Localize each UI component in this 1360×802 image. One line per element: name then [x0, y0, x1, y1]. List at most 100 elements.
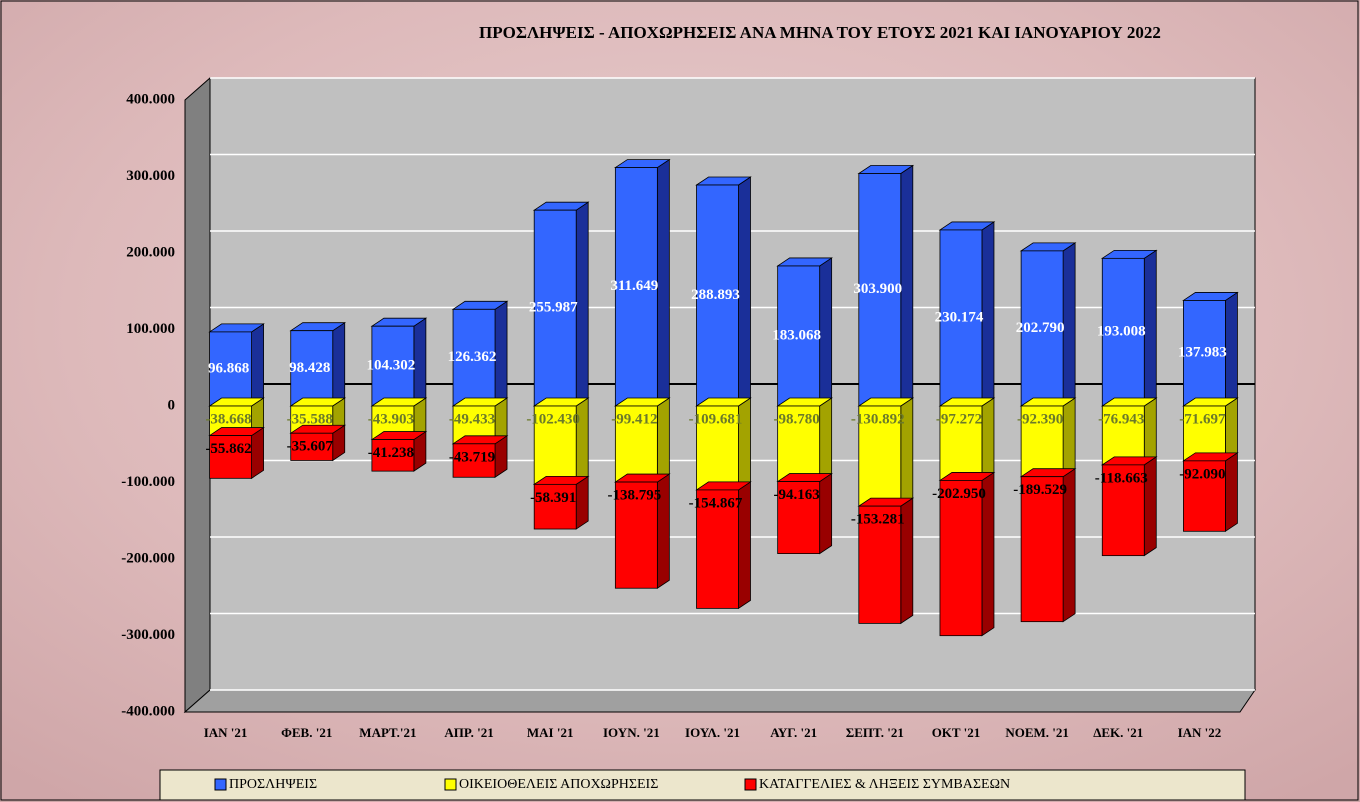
bar — [1101, 257, 1145, 407]
value-label: -118.663 — [1095, 470, 1148, 486]
bar — [858, 505, 902, 624]
value-label: -71.697 — [1179, 411, 1226, 427]
bar — [452, 308, 496, 407]
bar — [452, 443, 496, 478]
y-tick-label: -100.000 — [121, 474, 175, 490]
x-tick-label: ΙΟΥΛ. '21 — [685, 725, 740, 740]
bar-side — [981, 397, 995, 482]
value-label: 311.649 — [610, 278, 658, 294]
value-label: -76.943 — [1098, 411, 1144, 427]
x-tick-label: ΑΠΡ. '21 — [444, 725, 493, 740]
y-tick-label: 300.000 — [126, 168, 175, 184]
legend-swatch — [214, 778, 227, 791]
value-label: -98.780 — [774, 411, 820, 427]
bar — [696, 405, 739, 491]
bar — [1020, 250, 1064, 407]
bar — [939, 480, 983, 637]
x-tick-label: ΦΕΒ. '21 — [281, 725, 332, 740]
bar-side — [575, 475, 589, 530]
bar-side — [1062, 242, 1076, 407]
bar-side — [1225, 291, 1238, 407]
bar — [696, 489, 739, 609]
value-label: -102.430 — [526, 411, 580, 427]
y-tick-label: -200.000 — [121, 550, 175, 566]
x-tick-label: ΙΟΥΝ. '21 — [603, 725, 660, 740]
value-label: -130.892 — [851, 411, 905, 427]
bar — [858, 173, 902, 407]
chart-title: ΠΡΟΣΛΗΨΕΙΣ - ΑΠΟΧΩΡΗΣΕΙΣ ΑΝΑ ΜΗΝΑ ΤΟΥ ΕΤ… — [479, 23, 1161, 42]
bar-side — [900, 164, 914, 407]
value-label: 96.868 — [208, 360, 249, 376]
value-label: -35.588 — [287, 411, 333, 427]
bar — [1101, 464, 1145, 557]
x-tick-label: ΙΑΝ '21 — [204, 725, 248, 740]
bar-side — [1225, 452, 1238, 533]
bar-side — [494, 300, 508, 407]
bar — [614, 167, 658, 407]
bar — [1020, 476, 1064, 623]
value-label: -41.238 — [368, 445, 414, 461]
bar — [1183, 460, 1226, 532]
side-wall — [184, 76, 211, 714]
value-label: -109.681 — [689, 411, 743, 427]
value-label: -49.433 — [449, 411, 495, 427]
bar — [209, 435, 252, 479]
bar — [777, 265, 821, 407]
bar-side — [738, 176, 751, 407]
value-label: -92.090 — [1179, 466, 1225, 482]
y-tick-label: 0 — [168, 397, 176, 413]
bar-side — [1143, 249, 1157, 407]
legend — [159, 769, 1246, 801]
bar-side — [819, 397, 833, 483]
value-label: 303.900 — [853, 281, 902, 297]
y-tick-label: 100.000 — [126, 321, 175, 337]
x-tick-label: ΝΟΕΜ. '21 — [1005, 725, 1069, 740]
bar-side — [819, 472, 833, 555]
bar — [858, 405, 902, 507]
bar — [290, 432, 334, 461]
value-label: 98.428 — [289, 360, 330, 376]
value-label: -153.281 — [851, 512, 905, 528]
bar-side — [819, 257, 833, 407]
bar — [1101, 405, 1145, 466]
x-tick-label: ΙΑΝ '22 — [1178, 725, 1222, 740]
bar — [533, 483, 577, 530]
bar-side — [251, 323, 264, 407]
bar-side — [1143, 397, 1157, 466]
bar — [614, 405, 658, 483]
y-tick-label: 400.000 — [126, 91, 175, 107]
legend-swatch — [444, 778, 457, 791]
legend-label: ΠΡΟΣΛΗΨΕΙΣ — [229, 777, 317, 792]
value-label: -38.668 — [205, 411, 251, 427]
bar-side — [413, 317, 427, 407]
bar — [371, 439, 415, 472]
bar — [939, 405, 983, 481]
bar-side — [1225, 397, 1238, 462]
x-tick-label: ΑΥΓ. '21 — [770, 725, 817, 740]
value-label: -138.795 — [607, 487, 661, 503]
value-label: -97.272 — [936, 411, 982, 427]
value-label: -43.903 — [368, 411, 414, 427]
bar-side — [332, 321, 346, 407]
bar — [533, 209, 577, 407]
x-tick-label: ΜΑΙ '21 — [527, 725, 574, 740]
bar-side — [656, 397, 670, 483]
bar-side — [575, 201, 589, 407]
legend-label: ΚΑΤΑΓΓΕΛΙΕΣ & ΛΗΞΕΙΣ ΣΥΜΒΑΣΕΩΝ — [759, 777, 1010, 792]
value-label: -55.862 — [205, 441, 251, 457]
value-label: 202.790 — [1016, 320, 1065, 336]
value-label: -35.607 — [287, 439, 334, 455]
bar — [777, 405, 821, 482]
value-label: 137.983 — [1178, 345, 1227, 361]
bar — [696, 184, 739, 407]
bar-side — [981, 221, 995, 407]
y-tick-label: 200.000 — [126, 244, 175, 260]
value-label: -58.391 — [530, 490, 576, 506]
bar — [777, 481, 821, 555]
x-tick-label: ΜΑΡΤ.'21 — [359, 725, 416, 740]
value-label: -94.163 — [774, 487, 820, 503]
value-label: 183.068 — [772, 327, 821, 343]
y-tick-label: -300.000 — [121, 627, 175, 643]
value-label: -43.719 — [449, 449, 495, 465]
